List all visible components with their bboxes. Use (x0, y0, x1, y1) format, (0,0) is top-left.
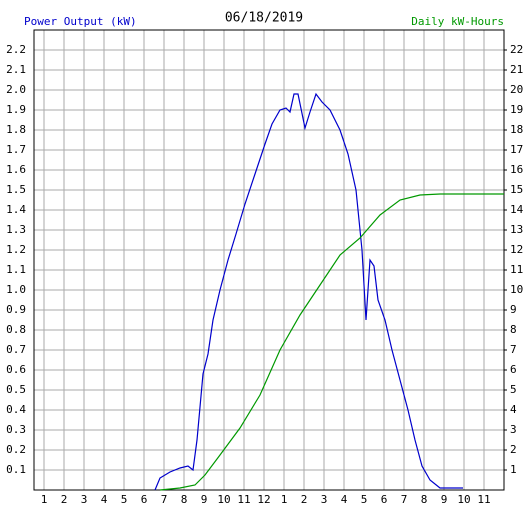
y-tick-label: 0.8 (6, 323, 26, 336)
x-tick-label: 11 (477, 493, 490, 506)
y-tick-label: 0.5 (6, 383, 26, 396)
y2-tick-label: 19 (510, 103, 523, 116)
y-tick-label: 0.7 (6, 343, 26, 356)
x-tick-label: 12 (257, 493, 270, 506)
y2-tick-label: 4 (510, 403, 517, 416)
y-tick-label: 0.4 (6, 403, 26, 416)
x-tick-label: 9 (201, 493, 208, 506)
plot-border (33, 29, 505, 491)
x-tick-label: 6 (381, 493, 388, 506)
chart-title: 06/18/2019 (225, 11, 303, 26)
y2-axis-label: Daily kW-Hours (411, 15, 504, 28)
data-line (159, 193, 504, 491)
x-tick-label: 3 (81, 493, 88, 506)
x-tick-label: 8 (181, 493, 188, 506)
x-tick-label: 6 (141, 493, 148, 506)
y2-tick-label: 18 (510, 123, 523, 136)
x-tick-label: 8 (421, 493, 428, 506)
y2-tick-label: 5 (510, 383, 517, 396)
y2-tick-label: 15 (510, 183, 523, 196)
x-tick-label: 7 (401, 493, 408, 506)
y-tick-label: 0.3 (6, 423, 26, 436)
x-tick-label: 10 (217, 493, 230, 506)
x-tick-label: 7 (161, 493, 168, 506)
y2-tick-label: 7 (510, 343, 517, 356)
x-tick-label: 2 (61, 493, 68, 506)
y-tick-label: 1.8 (6, 123, 26, 136)
x-tick-label: 4 (341, 493, 348, 506)
x-tick-label: 3 (321, 493, 328, 506)
y2-tick-label: 9 (510, 303, 517, 316)
x-tick-label: 1 (41, 493, 48, 506)
y-tick-label: 1.9 (6, 103, 26, 116)
x-tick-label: 2 (301, 493, 308, 506)
y2-tick-label: 17 (510, 143, 523, 156)
y2-tick-label: 1 (510, 463, 517, 476)
x-tick-label: 4 (101, 493, 108, 506)
x-tick-label: 1 (281, 493, 288, 506)
x-tick-label: 9 (441, 493, 448, 506)
y2-tick-label: 14 (510, 203, 524, 216)
y2-tick-label: 20 (510, 83, 523, 96)
y-tick-label: 1.2 (6, 243, 26, 256)
y2-tick-label: 10 (510, 283, 523, 296)
x-tick-label: 5 (121, 493, 128, 506)
y-tick-label: 0.2 (6, 443, 26, 456)
x-tick-label: 11 (237, 493, 250, 506)
y2-tick-label: 22 (510, 43, 523, 56)
y-tick-label: 1.1 (6, 263, 26, 276)
y-tick-label: 1.4 (6, 203, 26, 216)
y-tick-label: 2.0 (6, 83, 26, 96)
y2-tick-label: 13 (510, 223, 523, 236)
y2-tick-label: 21 (510, 63, 523, 76)
y2-tick-label: 12 (510, 243, 523, 256)
y-tick-label: 1.0 (6, 283, 26, 296)
y-tick-label: 1.6 (6, 163, 26, 176)
y-axis-label: Power Output (kW) (24, 15, 137, 28)
y-tick-label: 1.3 (6, 223, 26, 236)
y2-tick-label: 11 (510, 263, 523, 276)
y-tick-label: 0.6 (6, 363, 26, 376)
y-tick-label: 0.1 (6, 463, 26, 476)
y2-tick-label: 8 (510, 323, 517, 336)
y2-tick-label: 2 (510, 443, 517, 456)
y2-tick-label: 3 (510, 423, 517, 436)
y2-tick-label: 16 (510, 163, 523, 176)
y-tick-label: 2.2 (6, 43, 26, 56)
y-tick-label: 2.1 (6, 63, 26, 76)
y2-tick-label: 6 (510, 363, 517, 376)
y-tick-label: 0.9 (6, 303, 26, 316)
data-line (154, 92, 463, 491)
y-tick-label: 1.5 (6, 183, 26, 196)
x-tick-label: 10 (457, 493, 470, 506)
x-tick-label: 5 (361, 493, 368, 506)
y-tick-label: 1.7 (6, 143, 26, 156)
